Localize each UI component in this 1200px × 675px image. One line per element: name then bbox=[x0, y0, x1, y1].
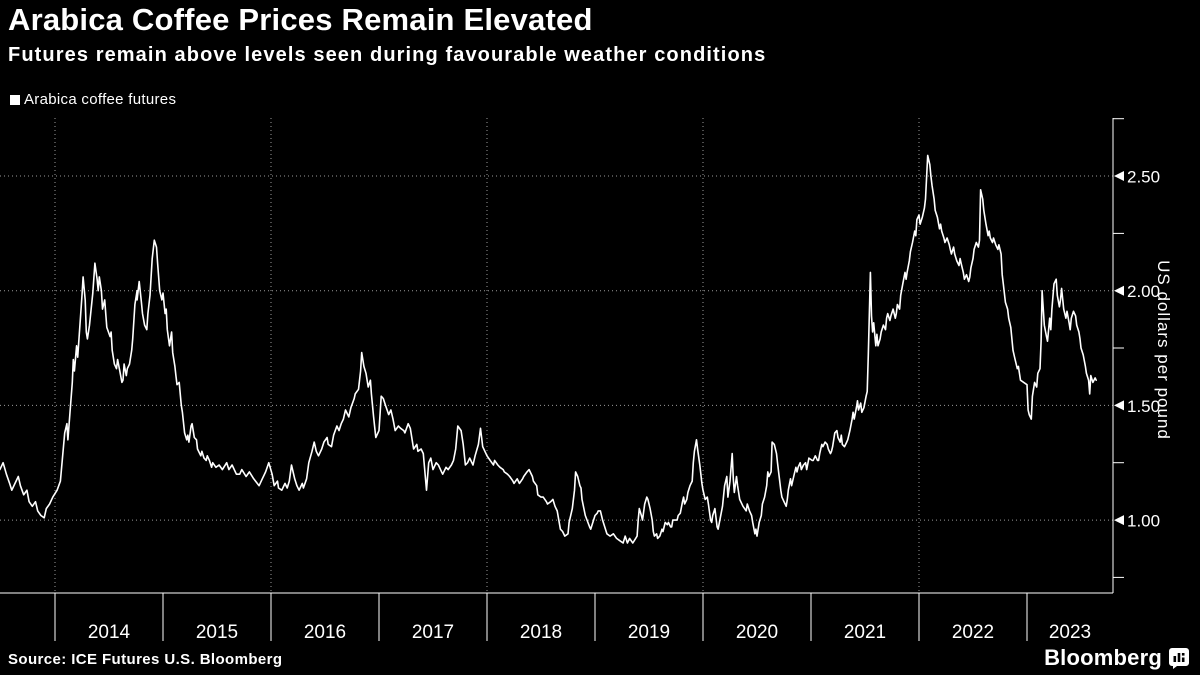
y-tick-arrow-icon bbox=[1114, 400, 1124, 411]
legend-label: Arabica coffee futures bbox=[24, 91, 177, 108]
bloomberg-logo: Bloomberg bbox=[1044, 645, 1190, 671]
x-tick-label: 2016 bbox=[304, 622, 346, 643]
x-tick-label: 2018 bbox=[520, 622, 562, 643]
source-note: Source: ICE Futures U.S. Bloomberg bbox=[8, 651, 283, 668]
price-line bbox=[0, 154, 1097, 544]
x-tick-label: 2023 bbox=[1049, 622, 1091, 643]
y-tick-arrow-icon bbox=[1114, 171, 1124, 181]
y-tick-arrow-icon bbox=[1114, 285, 1124, 296]
legend-swatch-icon bbox=[10, 94, 20, 105]
x-tick-label: 2014 bbox=[88, 622, 131, 643]
x-tick-label: 2019 bbox=[628, 622, 670, 643]
y-axis-title: US dollars per pound bbox=[1154, 260, 1173, 440]
bloomberg-bar-chart-bubble-icon bbox=[1169, 648, 1189, 669]
page-title: Arabica Coffee Prices Remain Elevated bbox=[8, 2, 593, 37]
y-tick-label: 2.50 bbox=[1127, 168, 1160, 187]
y-tick-label: 2.00 bbox=[1127, 282, 1160, 301]
y-tick-arrow-icon bbox=[1114, 515, 1124, 526]
y-tick-label: 1.00 bbox=[1127, 512, 1160, 531]
x-tick-label: 2022 bbox=[952, 622, 994, 643]
x-tick-label: 2021 bbox=[844, 622, 886, 643]
x-tick-label: 2020 bbox=[736, 622, 778, 643]
x-tick-label: 2017 bbox=[412, 622, 454, 643]
x-tick-label: 2015 bbox=[196, 622, 238, 643]
page-subtitle: Futures remain above levels seen during … bbox=[8, 44, 767, 66]
bloomberg-wordmark: Bloomberg bbox=[1044, 645, 1162, 670]
legend: Arabica coffee futures bbox=[10, 91, 176, 108]
y-tick-label: 1.50 bbox=[1127, 397, 1160, 416]
